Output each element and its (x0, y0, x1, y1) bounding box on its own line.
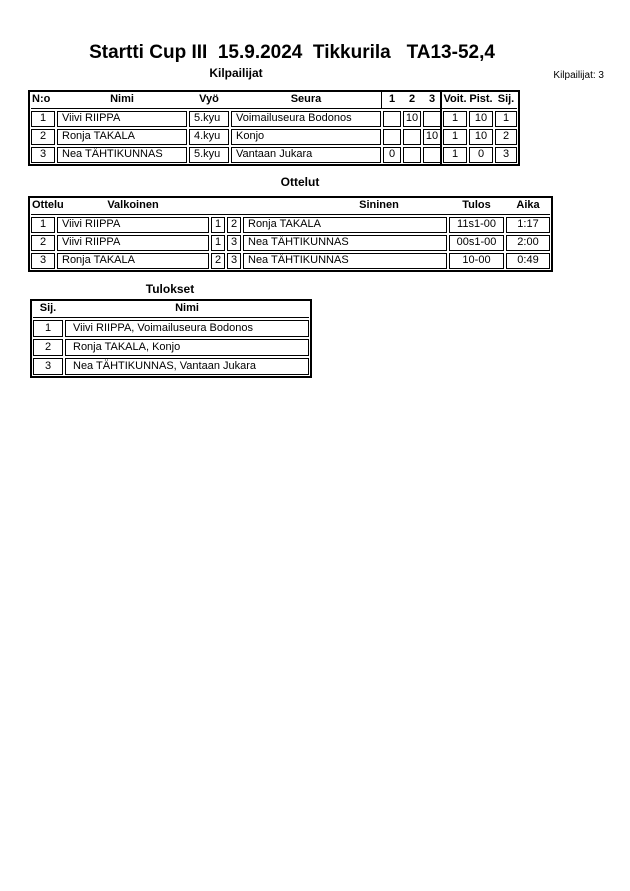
competitor-place: 1 (495, 111, 517, 127)
column-header-sininen: Sininen (359, 199, 399, 211)
column-header-nimi: Nimi (110, 93, 134, 105)
match-score-2: 10 (403, 111, 421, 127)
competitor-name: Ronja TAKALA (57, 129, 187, 145)
result-place: 3 (33, 358, 63, 375)
competitor-no: 2 (31, 129, 55, 145)
scores-group-separator (381, 92, 382, 108)
match-result: 10-00 (449, 253, 504, 269)
section-heading-kilpailijat: Kilpailijat (209, 66, 263, 80)
match-score-3: 10 (423, 129, 441, 145)
competitor-wins: 1 (443, 147, 467, 163)
match-score-1 (383, 129, 401, 145)
column-header-seura: Seura (290, 93, 322, 105)
result-place: 1 (33, 320, 63, 337)
match-result: 11s1-00 (449, 217, 504, 233)
column-header-pist: Pist. (469, 93, 493, 105)
column-header-sij: Sij. (39, 302, 57, 314)
competitor-points: 10 (469, 129, 493, 145)
column-header-valkoinen: Valkoinen (107, 199, 159, 211)
column-header-aika: Aika (516, 199, 540, 211)
result-name: Ronja TAKALA, Konjo (65, 339, 309, 356)
column-header-m3: 3 (428, 93, 436, 105)
match-time: 0:49 (506, 253, 550, 269)
competitor-points: 0 (469, 147, 493, 163)
column-header-voit: Voit. (443, 93, 467, 105)
competitor-belt: 4.kyu (189, 129, 229, 145)
match-result: 00s1-00 (449, 235, 504, 251)
competitor-belt: 5.kyu (189, 147, 229, 163)
competitor-name: Viivi RIIPPA (57, 111, 187, 127)
white-player-no: 1 (211, 217, 225, 233)
matches-table: Ottelu Valkoinen Sininen Tulos Aika 1 Vi… (28, 196, 553, 272)
match-score-2 (403, 147, 421, 163)
competitor-club: Voimailuseura Bodonos (231, 111, 381, 127)
blue-player-no: 3 (227, 253, 241, 269)
blue-player-name: Nea TÄHTIKUNNAS (243, 235, 447, 251)
column-header-vyo: Vyö (199, 93, 219, 105)
blue-player-name: Ronja TAKALA (243, 217, 447, 233)
white-player-name: Ronja TAKALA (57, 253, 209, 269)
column-header-sij: Sij. (497, 93, 515, 105)
match-score-3 (423, 147, 441, 163)
match-score-3 (423, 111, 441, 127)
result-place: 2 (33, 339, 63, 356)
column-header-blank2 (227, 199, 241, 212)
match-score-1 (383, 111, 401, 127)
match-no: 1 (31, 217, 55, 233)
header-divider (31, 214, 550, 215)
white-player-no: 1 (211, 235, 225, 251)
competitor-club: Konjo (231, 129, 381, 145)
column-header-m2: 2 (408, 93, 416, 105)
competitor-no: 3 (31, 147, 55, 163)
competitor-no: 1 (31, 111, 55, 127)
column-header-ottelu: Ottelu (32, 199, 64, 211)
match-score-2 (403, 129, 421, 145)
match-no: 3 (31, 253, 55, 269)
blue-player-name: Nea TÄHTIKUNNAS (243, 253, 447, 269)
column-header-m1: 1 (388, 93, 396, 105)
results-group-separator (440, 92, 442, 164)
page-title: Startti Cup III 15.9.2024 Tikkurila TA13… (89, 42, 495, 63)
result-name: Nea TÄHTIKUNNAS, Vantaan Jukara (65, 358, 309, 375)
match-score-1: 0 (383, 147, 401, 163)
column-header-blank1 (211, 199, 225, 212)
result-name: Viivi RIIPPA, Voimailuseura Bodonos (65, 320, 309, 337)
competitor-count: Kilpailijat: 3 (553, 70, 604, 81)
competitor-place: 3 (495, 147, 517, 163)
results-table: Sij. Nimi 1 Viivi RIIPPA, Voimailuseura … (30, 299, 312, 378)
blue-player-no: 2 (227, 217, 241, 233)
competitor-wins: 1 (443, 111, 467, 127)
blue-player-no: 3 (227, 235, 241, 251)
competitors-table: N:o Nimi Vyö Seura 1 2 3 Voit. Pist. Sij… (28, 90, 520, 166)
match-time: 1:17 (506, 217, 550, 233)
competitor-place: 2 (495, 129, 517, 145)
competitor-points: 10 (469, 111, 493, 127)
column-header-tulos: Tulos (462, 199, 491, 211)
match-time: 2:00 (506, 235, 550, 251)
section-heading-ottelut: Ottelut (280, 175, 320, 189)
section-heading-tulokset: Tulokset (145, 282, 195, 296)
competitor-club: Vantaan Jukara (231, 147, 381, 163)
competitor-belt: 5.kyu (189, 111, 229, 127)
column-header-nimi: Nimi (175, 302, 199, 314)
column-header-no: N:o (32, 93, 51, 105)
white-player-name: Viivi RIIPPA (57, 235, 209, 251)
match-no: 2 (31, 235, 55, 251)
competitor-wins: 1 (443, 129, 467, 145)
header-divider (33, 317, 309, 318)
white-player-no: 2 (211, 253, 225, 269)
white-player-name: Viivi RIIPPA (57, 217, 209, 233)
header-divider (31, 108, 517, 109)
competitor-name: Nea TÄHTIKUNNAS (57, 147, 187, 163)
